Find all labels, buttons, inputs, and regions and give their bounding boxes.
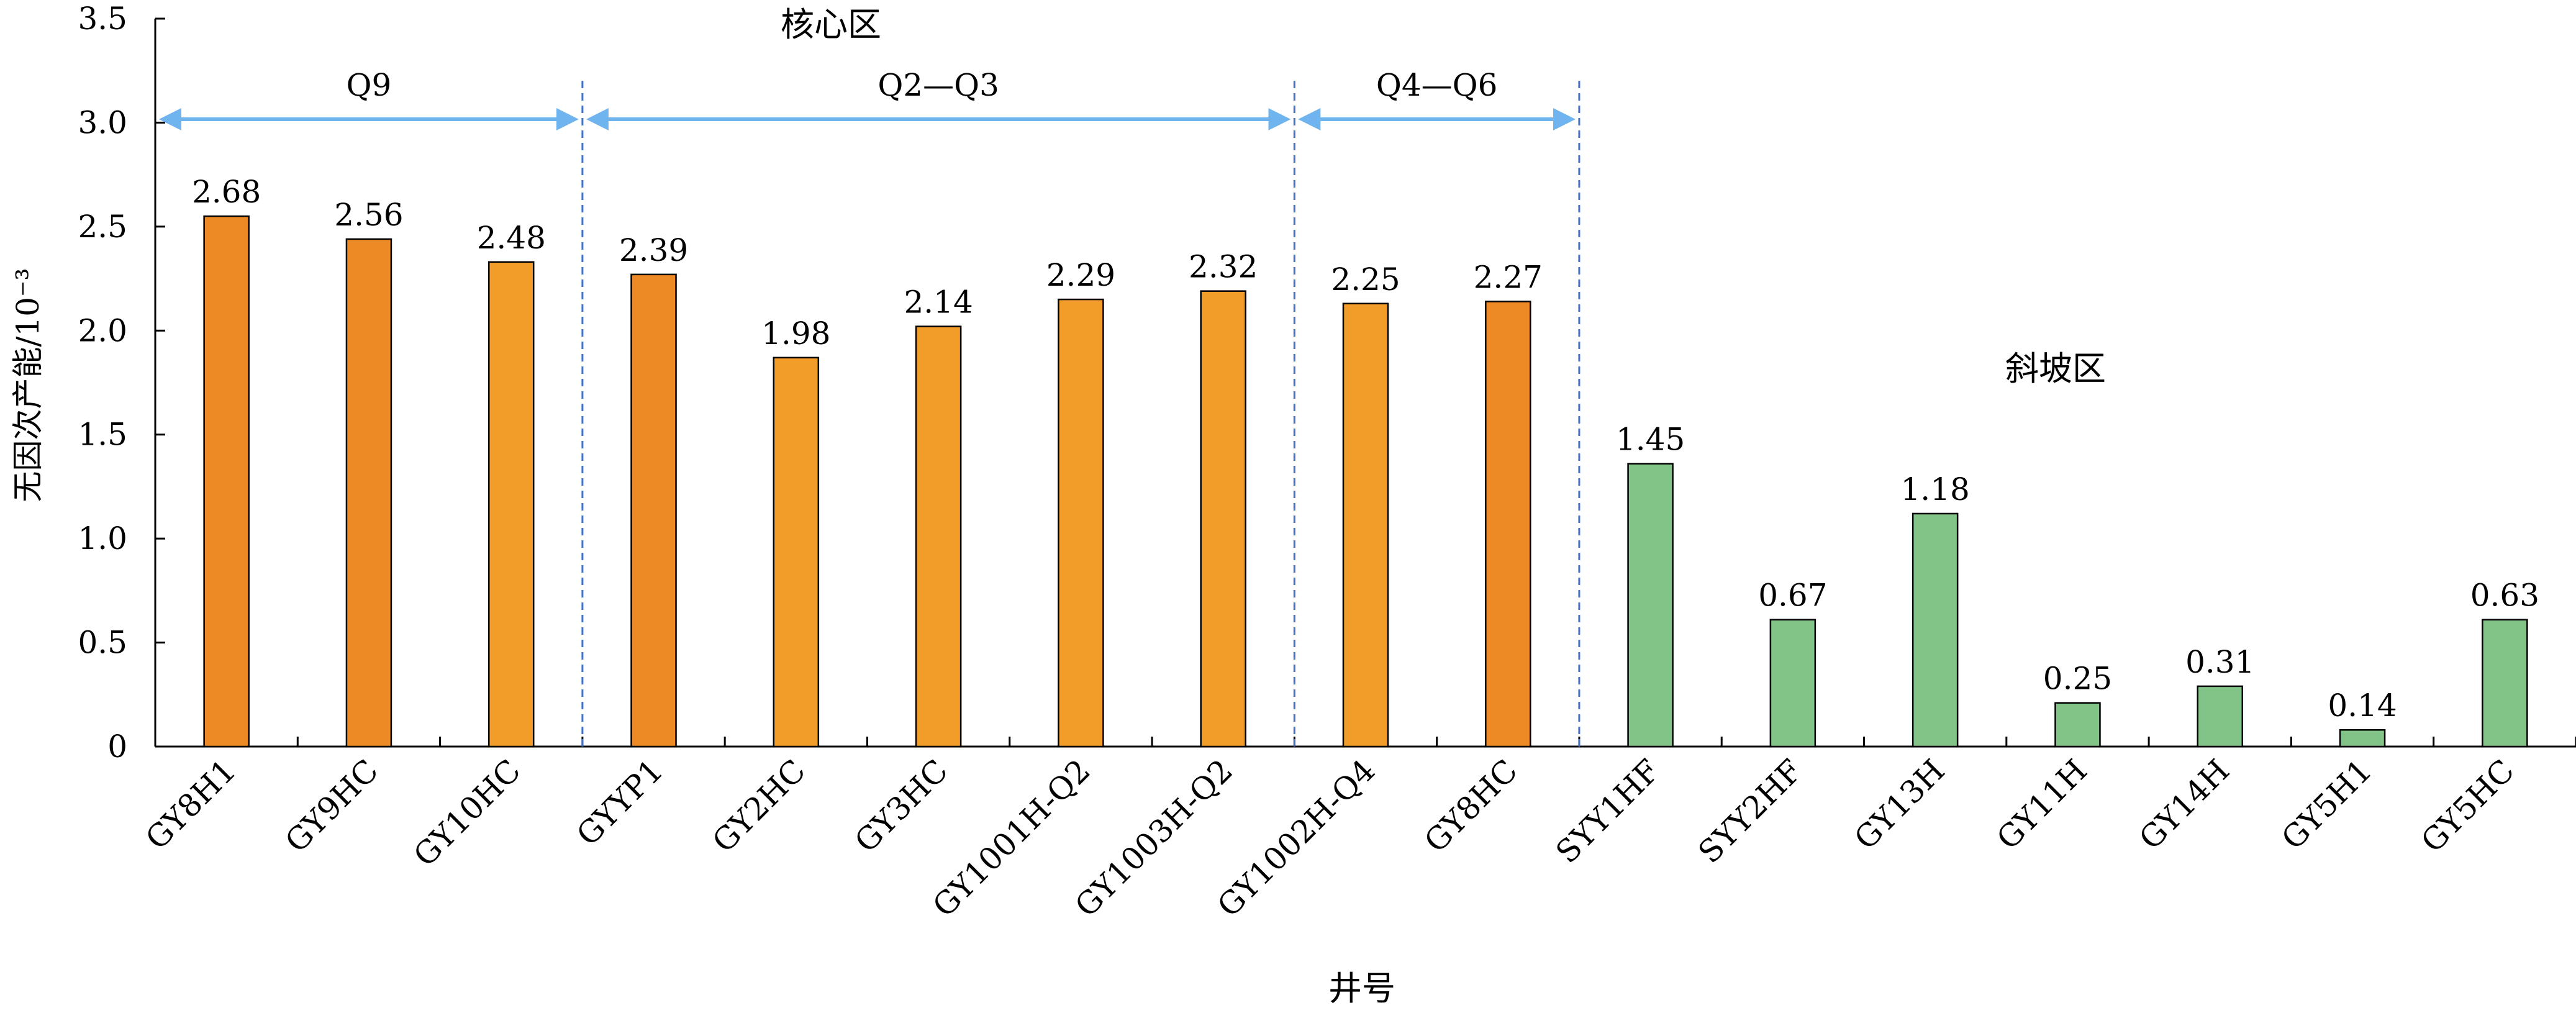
x-tick-label: GY8HC (1417, 752, 1524, 859)
data-label: 1.18 (1901, 471, 1970, 507)
bar-gy1003h-q2 (1200, 290, 1246, 748)
y-tick-label: 1.0 (78, 520, 127, 556)
data-label: 2.29 (1046, 257, 1115, 293)
region-label: 核心区 (781, 5, 881, 44)
data-label: 2.27 (1474, 259, 1543, 295)
y-tick-label: 2.5 (78, 209, 127, 245)
data-label: 0.31 (2185, 644, 2254, 680)
data-label: 2.14 (904, 284, 973, 320)
bar-gy8hc (1485, 301, 1531, 748)
x-tick-label: GY13H (1848, 752, 1952, 856)
x-tick-label: GY10HC (407, 752, 528, 873)
y-tick-label: 0 (107, 729, 127, 765)
bar-gy13h (1912, 512, 1959, 748)
bar-syy1hf (1627, 463, 1674, 748)
bar-gy3hc (915, 325, 962, 748)
data-label: 0.14 (2328, 688, 2397, 724)
y-tick-label: 0.5 (78, 625, 127, 661)
bar-gy1001h-q2 (1058, 298, 1104, 748)
data-label: 1.45 (1616, 422, 1685, 458)
x-tick-label: GY3HC (848, 752, 955, 859)
y-tick-label: 3.5 (78, 1, 127, 37)
zone-label: Q2—Q3 (878, 67, 999, 103)
bar-gy10hc (488, 261, 535, 748)
bar-gy14h (2197, 685, 2244, 748)
bars (203, 215, 2528, 748)
x-tick-label: GY11H (1990, 752, 2094, 856)
data-label: 0.63 (2470, 578, 2539, 614)
x-tick-label: GY5H1 (2275, 752, 2379, 856)
x-tick-label: SYY1HF (1549, 752, 1667, 870)
x-tick-label: GY14H (2132, 752, 2236, 856)
bar-gy9hc (345, 238, 392, 748)
data-label: 2.68 (192, 174, 261, 210)
data-label: 1.98 (761, 316, 830, 352)
data-label: 0.25 (2043, 661, 2112, 697)
bar-gy1002h-q4 (1342, 302, 1389, 748)
bar-gy5h1 (2339, 729, 2386, 748)
data-label: 0.67 (1758, 578, 1827, 614)
x-tick-label: GY8H1 (138, 752, 243, 856)
zone-label: Q9 (347, 67, 392, 103)
y-axis-label: 无因次产能/10⁻³ (10, 268, 46, 502)
data-label: 2.56 (334, 197, 403, 233)
bar-gy8h1 (203, 215, 250, 748)
axes: 0 0.5 1.0 1.5 2.0 2.5 3.0 3.5 (78, 1, 2576, 765)
bar-gy2hc (773, 357, 820, 748)
data-label: 2.25 (1331, 261, 1400, 298)
x-tick-label: GYYP1 (569, 752, 670, 853)
x-tick-label: GY2HC (705, 752, 812, 859)
x-tick-label: SYY2HF (1692, 752, 1810, 870)
y-tick-label: 3.0 (78, 104, 127, 140)
x-tick-labels: GY8H1 GY9HC GY10HC GYYP1 GY2HC GY3HCGY1001H-Q… (138, 752, 2521, 924)
x-axis-label: 井号 (1328, 969, 1395, 1008)
data-label: 2.39 (619, 232, 688, 268)
x-tick-label: GY5HC (2414, 752, 2521, 859)
zone-label: Q4—Q6 (1376, 67, 1498, 103)
x-tick-label: GY9HC (278, 752, 385, 859)
bar-gyyp1 (630, 273, 677, 748)
data-labels: 2.68 2.56 2.48 2.39 1.98 2.14 2.29 2.32 2.25 2.27… (192, 174, 2539, 724)
data-label: 2.48 (477, 220, 546, 256)
bar-syy2hf (1769, 619, 1816, 748)
bar-gy11h (2054, 702, 2101, 748)
data-label: 2.32 (1189, 249, 1258, 285)
bar-gy5hc (2482, 619, 2528, 748)
region-label: 斜坡区 (2005, 349, 2106, 388)
y-tick-label: 1.5 (78, 417, 127, 453)
y-tick-label: 2.0 (78, 312, 127, 348)
